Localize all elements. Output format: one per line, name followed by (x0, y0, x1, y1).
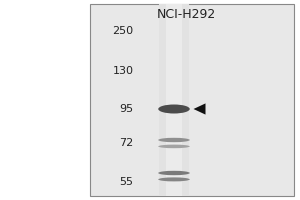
Text: 95: 95 (119, 104, 134, 114)
Ellipse shape (158, 138, 190, 142)
Ellipse shape (158, 177, 190, 181)
Text: 55: 55 (119, 177, 134, 187)
Text: 72: 72 (119, 138, 134, 148)
Ellipse shape (158, 171, 190, 175)
Bar (167, 4, 182, 196)
Ellipse shape (158, 145, 190, 148)
Bar (159, 4, 189, 196)
Polygon shape (194, 103, 206, 115)
Bar (90, 4, 294, 196)
Text: NCI-H292: NCI-H292 (156, 8, 216, 21)
Text: 250: 250 (112, 26, 134, 36)
Text: 130: 130 (112, 66, 134, 76)
Ellipse shape (158, 104, 190, 114)
